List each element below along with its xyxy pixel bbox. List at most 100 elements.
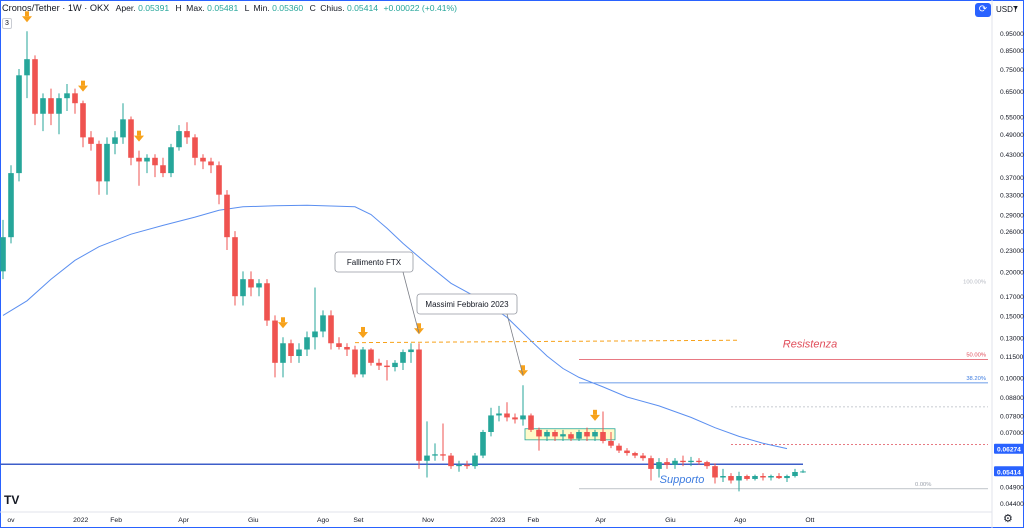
candle-body: [520, 415, 526, 420]
candle-body: [48, 98, 54, 114]
y-tick-label: 0.15000: [1000, 313, 1024, 320]
candle-body: [88, 137, 94, 144]
candle: [296, 343, 302, 363]
high-label-it: Max.: [186, 3, 205, 13]
y-tick-label: 0.26000: [1000, 229, 1024, 236]
down-arrow-icon: [593, 409, 597, 415]
candle: [24, 31, 30, 99]
candle-body: [192, 137, 198, 158]
callout-pointer: [402, 271, 420, 334]
candle: [320, 310, 326, 338]
candle: [144, 154, 150, 174]
candle: [712, 463, 718, 484]
candle: [16, 69, 22, 182]
candle: [248, 271, 254, 297]
candle-body: [448, 455, 454, 467]
candle: [224, 190, 230, 250]
candle-body: [792, 471, 798, 477]
candle: [56, 93, 62, 135]
x-tick-label: Giu: [665, 517, 676, 524]
candle-body: [144, 157, 150, 162]
moving-average: [2, 204, 788, 450]
candle-body: [640, 455, 646, 459]
y-tick-label: 0.37000: [1000, 175, 1024, 182]
gear-icon[interactable]: ⚙: [1003, 513, 1013, 525]
candle-body: [624, 450, 630, 454]
candle: [648, 455, 654, 481]
y-tick-label: 0.07000: [1000, 430, 1024, 437]
candle: [264, 279, 270, 326]
candle-body: [544, 431, 550, 437]
candle: [696, 458, 702, 465]
open-value: 0.05391: [138, 3, 170, 13]
x-tick-label: Apr: [178, 517, 189, 524]
candle: [216, 161, 222, 205]
candle: [768, 474, 774, 481]
candle-body: [264, 283, 270, 321]
symbol-title[interactable]: Cronos/Tether · 1W · OKX: [2, 3, 110, 13]
candle: [616, 443, 622, 454]
candle: [544, 429, 550, 441]
candle: [376, 358, 382, 370]
y-tick-label: 0.75000: [1000, 67, 1024, 74]
candle-body: [112, 137, 118, 144]
candle: [72, 88, 78, 114]
candle: [80, 100, 86, 148]
candle-body: [776, 476, 782, 479]
candle: [464, 460, 470, 469]
candle-body: [392, 362, 398, 368]
refresh-icon[interactable]: ⟳: [975, 3, 991, 17]
candle-body: [304, 337, 310, 350]
candle-body: [600, 431, 606, 441]
y-tick-label: 0.49000: [1000, 132, 1024, 139]
candle: [368, 348, 374, 366]
candle-body: [56, 98, 62, 114]
down-arrow-icon: [358, 331, 368, 338]
time-axis[interactable]: ov 2022 Feb Apr Giu Ago Set Nov 2023 Feb Apr Giu Ago…: [0, 511, 992, 524]
candle-body: [296, 349, 302, 357]
candle: [488, 407, 494, 437]
candle-body: [648, 458, 654, 469]
candle: [680, 455, 686, 467]
candle: [0, 219, 6, 280]
y-tick-label: 0.29000: [1000, 212, 1024, 219]
candle: [456, 460, 462, 472]
candle-body: [360, 349, 366, 375]
candle-body: [160, 165, 166, 174]
candle: [256, 279, 262, 297]
candle: [184, 122, 190, 144]
price-badge-label: 0.05414: [997, 469, 1021, 476]
x-tick-label: ov: [7, 517, 15, 524]
candle-body: [368, 349, 374, 363]
candle-body: [720, 476, 726, 478]
indicator-count-badge[interactable]: 3: [2, 18, 12, 29]
y-tick-label: 0.43000: [1000, 152, 1024, 159]
fib-level-label: 0.00%: [915, 482, 931, 488]
candle: [208, 157, 214, 174]
candle: [88, 131, 94, 151]
candle-body: [552, 431, 558, 437]
candle-body: [424, 455, 430, 461]
candle: [480, 429, 486, 459]
down-arrow-icon: [417, 323, 421, 329]
candle: [584, 427, 590, 441]
candle-body: [152, 157, 158, 166]
candle: [120, 103, 126, 144]
change-value: +0.00022 (+0.41%): [383, 3, 458, 13]
candle: [776, 473, 782, 479]
candle-body: [744, 476, 750, 479]
candle-body: [24, 59, 30, 76]
candle-body: [232, 237, 238, 297]
candle-body: [616, 445, 622, 451]
currency-selector[interactable]: USDT: [996, 5, 1018, 14]
candle-body: [32, 59, 38, 114]
candle-body: [472, 455, 478, 467]
down-arrow-icon: [361, 326, 365, 332]
chevron-down-icon[interactable]: ▾: [1014, 5, 1018, 12]
candle: [240, 271, 246, 306]
high-label: H: [175, 3, 182, 13]
candle: [560, 429, 566, 441]
y-tick-label: 0.07800: [1000, 413, 1024, 420]
price-axis[interactable]: 0.95000 0.85000 0.75000 0.65000 0.55000 0.490…: [991, 0, 1024, 528]
